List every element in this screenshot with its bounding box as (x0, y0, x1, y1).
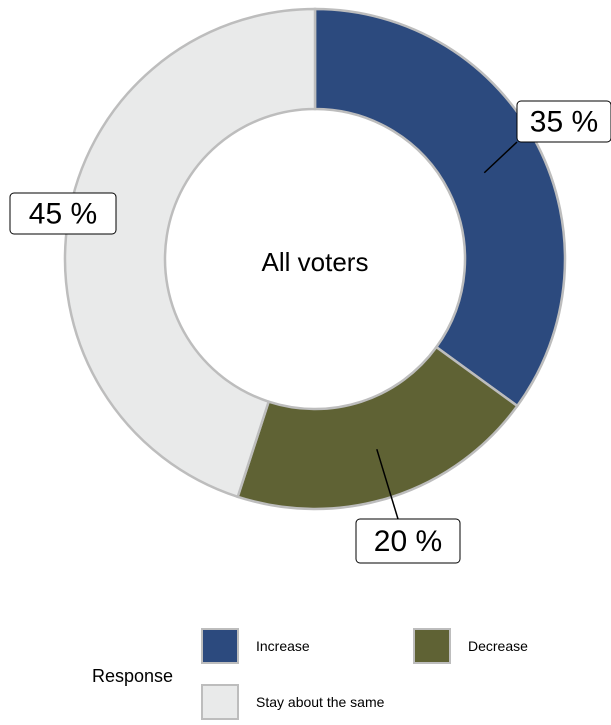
legend-swatch-increase (201, 628, 239, 664)
data-label-box-stay-about-the-same (9, 192, 117, 235)
legend-swatch-decrease (413, 628, 451, 664)
leader-line-decrease (376, 448, 399, 520)
data-label-decrease: 20 % (374, 525, 442, 558)
slice-decrease (236, 345, 520, 511)
slice-stay-about-the-same (63, 7, 317, 499)
legend-label-increase: Increase (256, 638, 310, 654)
slice-increase (313, 7, 567, 408)
legend-swatch-stay-same (201, 684, 239, 720)
center-label: All voters (262, 247, 369, 277)
legend-item-increase: Increase (201, 628, 310, 664)
data-label-box-increase (516, 100, 611, 143)
legend-label-stay-same: Stay about the same (256, 694, 385, 710)
data-label-stay-about-the-same: 45 % (29, 198, 97, 231)
legend-item-decrease: Decrease (413, 628, 528, 664)
legend-label-decrease: Decrease (468, 638, 528, 654)
legend-title: Response (92, 666, 174, 686)
data-label-increase: 35 % (530, 106, 598, 139)
donut-chart: 35 % 20 % 45 % All voters (9, 7, 611, 564)
legend-item-stay-same: Stay about the same (201, 684, 384, 720)
data-label-box-decrease (355, 518, 461, 564)
leader-line-increase (483, 141, 518, 174)
